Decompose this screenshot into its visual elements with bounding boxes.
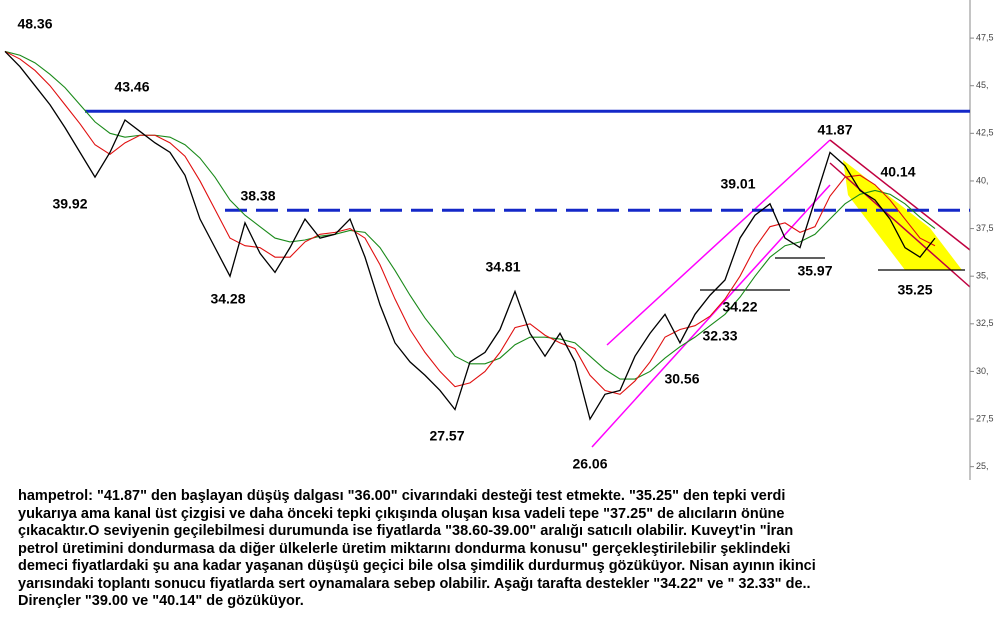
caption: hampetrol: "41.87" den başlayan düşüş da…	[18, 488, 993, 611]
price-annotation: 39.01	[720, 176, 755, 192]
y-tick-label: 35,	[976, 271, 989, 281]
price-annotation: 32.33	[702, 328, 737, 344]
caption-line: Dirençler "39.00 ve "40.14" de gözüküyor…	[18, 593, 304, 609]
price-annotation: 38.38	[240, 188, 275, 204]
caption-line: demeci fiyatlardaki şu ana kadar yaşanan…	[18, 558, 816, 574]
channel-line	[591, 184, 831, 448]
y-tick-label: 32,5	[976, 318, 994, 328]
y-tick-label: 27,5	[976, 413, 994, 423]
y-tick-label: 45,	[976, 80, 989, 90]
caption-line: çıkacaktır.O seviyenin geçilebilmesi dur…	[18, 523, 794, 539]
price-annotation: 35.97	[797, 263, 832, 279]
price-annotation: 34.22	[722, 299, 757, 315]
price-annotation: 43.46	[114, 79, 149, 95]
price-annotation: 27.57	[429, 428, 464, 444]
y-tick-label: 47,5	[976, 32, 994, 42]
caption-line: yarısındaki toplantı sonucu fiyatlarda s…	[18, 575, 811, 592]
channel-line	[606, 139, 831, 346]
y-tick-label: 40,	[976, 175, 989, 185]
caption-line: petrol üretimini dondurmasa da diğer ülk…	[18, 540, 791, 557]
price-annotation: 34.28	[210, 291, 245, 307]
channel-line	[829, 139, 971, 251]
price-annotation: 26.06	[572, 456, 607, 472]
price-annotation: 34.81	[485, 259, 520, 275]
price-annotation: 40.14	[880, 164, 915, 180]
y-tick-label: 30,	[976, 366, 989, 376]
caption-line: hampetrol: "41.87" den başlayan düşüş da…	[18, 488, 786, 504]
y-tick-label: 25,	[976, 461, 989, 471]
y-tick-label: 42,5	[976, 128, 994, 138]
price-line	[4, 50, 936, 421]
moving-average	[4, 50, 936, 380]
chart: 47,5 45, 42,5 40, 37,5 35, 32,5 30, 27,5 25, 48.36…	[4, 0, 994, 480]
price-annotation: 39.92	[52, 196, 87, 212]
price-annotation: 30.56	[664, 371, 699, 387]
caption-line: yukarıya ama kanal üst çizgisi ve daha ö…	[18, 505, 785, 522]
price-annotation: 35.25	[897, 282, 932, 298]
price-annotation: 41.87	[817, 122, 852, 138]
channel-line	[829, 162, 971, 288]
y-tick-label: 37,5	[976, 223, 994, 233]
moving-average	[4, 50, 936, 395]
price-annotation: 48.36	[17, 16, 52, 32]
